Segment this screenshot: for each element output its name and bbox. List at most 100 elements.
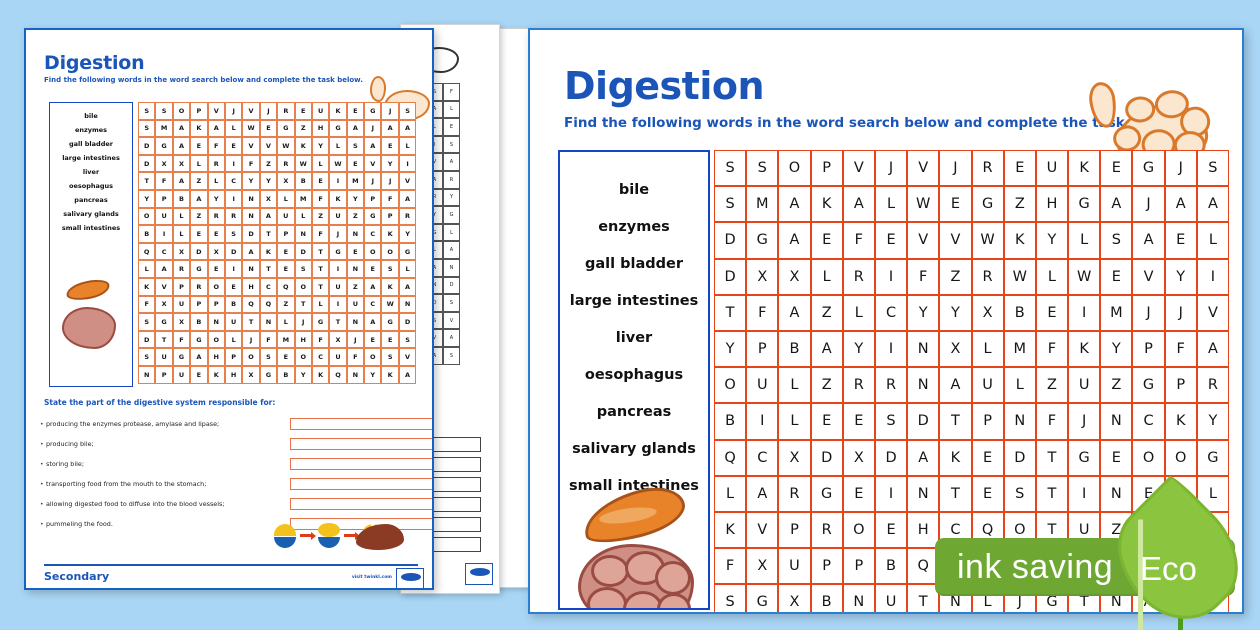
word-search-cell[interactable]: D <box>714 258 747 295</box>
word-search-cell[interactable]: T <box>311 260 330 278</box>
word-search-cell[interactable]: A <box>155 260 173 278</box>
word-search-cell[interactable]: E <box>1100 439 1133 476</box>
word-search-cell[interactable]: H <box>242 277 260 296</box>
word-search-cell[interactable]: Z <box>190 172 208 190</box>
word-search-cell[interactable]: M <box>294 189 312 208</box>
word-search-cell[interactable]: Y <box>842 330 875 368</box>
word-search-cell[interactable]: B <box>224 295 243 314</box>
word-search-cell[interactable]: X <box>172 313 191 331</box>
word-search-cell[interactable]: A <box>1132 222 1165 259</box>
word-search-cell[interactable]: G <box>190 260 208 278</box>
word-search-cell[interactable]: N <box>242 260 260 278</box>
word-search-cell[interactable]: D <box>1003 439 1036 476</box>
word-search-cell[interactable]: F <box>907 258 940 295</box>
word-search-cell[interactable]: G <box>398 242 417 261</box>
word-search-cell[interactable]: R <box>398 207 417 226</box>
word-search-cell[interactable]: Y <box>1196 403 1229 440</box>
answer-box[interactable] <box>290 478 432 490</box>
word-search-cell[interactable]: K <box>311 365 330 384</box>
word-search-cell[interactable]: P <box>810 548 843 585</box>
word-search-cell[interactable]: H <box>907 511 940 549</box>
word-search-cell[interactable]: L <box>172 225 191 243</box>
word-search-cell[interactable]: U <box>155 348 173 366</box>
word-search-cell[interactable]: D <box>242 225 260 243</box>
word-search-cell[interactable]: X <box>172 154 191 173</box>
word-search-cell[interactable]: P <box>810 150 843 187</box>
word-search-cell[interactable]: G <box>329 119 347 138</box>
word-search-cell[interactable]: B <box>190 313 208 331</box>
word-search-cell[interactable]: V <box>842 150 875 187</box>
word-search-cell[interactable]: F <box>207 137 225 155</box>
word-search-cell[interactable]: T <box>329 313 347 331</box>
word-search-cell[interactable]: E <box>190 365 208 384</box>
word-search-cell[interactable]: Y <box>138 189 156 208</box>
word-search-cell[interactable]: A <box>1164 186 1197 223</box>
word-search-cell[interactable]: P <box>778 511 811 549</box>
word-search-cell[interactable]: L <box>311 154 330 173</box>
word-search-cell[interactable]: F <box>311 225 330 243</box>
word-search-cell[interactable]: U <box>155 207 173 226</box>
word-search-cell[interactable]: E <box>364 330 382 349</box>
word-search-cell[interactable]: D <box>907 403 940 440</box>
word-search-cell[interactable]: J <box>364 172 382 190</box>
word-search-cell[interactable]: G <box>311 313 330 331</box>
word-search-cell[interactable]: V <box>207 102 225 120</box>
word-search-cell[interactable]: Q <box>259 295 278 314</box>
word-search-cell[interactable]: V <box>155 277 173 296</box>
word-search-cell[interactable]: H <box>1035 186 1069 223</box>
word-search-cell[interactable]: I <box>329 295 347 314</box>
word-search-cell[interactable]: I <box>155 225 173 243</box>
word-search-cell[interactable]: L <box>778 367 811 404</box>
word-search-cell[interactable]: P <box>190 102 208 120</box>
word-search-cell[interactable]: S <box>138 102 156 120</box>
word-search-cell[interactable]: Q <box>714 439 747 476</box>
word-search-cell[interactable]: T <box>138 172 156 190</box>
word-search-cell[interactable]: X <box>939 330 972 368</box>
word-search-cell[interactable]: R <box>810 511 843 549</box>
word-search-cell[interactable]: S <box>1196 150 1229 187</box>
word-search-cell[interactable]: S <box>155 102 173 120</box>
word-search-cell[interactable]: Y <box>346 189 365 208</box>
word-search-cell[interactable]: W <box>277 137 295 155</box>
word-search-cell[interactable]: Y <box>381 154 399 173</box>
word-search-cell[interactable]: Z <box>939 258 972 295</box>
word-search-cell[interactable]: C <box>155 242 173 261</box>
word-search-cell[interactable]: J <box>224 102 243 120</box>
word-search-cell[interactable]: F <box>714 548 747 585</box>
word-search-cell[interactable]: U <box>778 548 811 585</box>
word-search-cell[interactable]: V <box>746 511 779 549</box>
word-search-cell[interactable]: I <box>329 260 347 278</box>
answer-box[interactable] <box>290 458 432 470</box>
word-search-cell[interactable]: E <box>1100 150 1133 187</box>
word-search-cell[interactable]: N <box>294 225 312 243</box>
word-search-cell[interactable]: I <box>1068 294 1101 331</box>
word-search-cell[interactable]: T <box>242 313 260 331</box>
word-search-cell[interactable]: H <box>207 348 225 366</box>
word-search-cell[interactable]: S <box>714 150 747 187</box>
word-search-cell[interactable]: E <box>810 222 843 259</box>
word-search-cell[interactable]: E <box>207 225 225 243</box>
word-search-cell[interactable]: E <box>346 242 365 261</box>
word-search-cell[interactable]: F <box>242 154 260 173</box>
word-search-cell[interactable]: Z <box>1035 367 1069 404</box>
word-search-cell[interactable]: T <box>294 295 312 314</box>
word-search-cell[interactable]: F <box>842 222 875 259</box>
word-search-cell[interactable]: Y <box>207 189 225 208</box>
word-search-cell[interactable]: L <box>971 330 1004 368</box>
word-search-cell[interactable]: R <box>778 475 811 512</box>
word-search-cell[interactable]: F <box>311 330 330 349</box>
word-search-cell[interactable]: P <box>277 225 295 243</box>
word-search-cell[interactable]: B <box>810 584 843 612</box>
word-search-cell[interactable]: Z <box>346 277 365 296</box>
word-search-cell[interactable]: K <box>190 119 208 138</box>
word-search-cell[interactable]: L <box>1196 222 1229 259</box>
word-search-cell[interactable]: E <box>190 137 208 155</box>
word-search-cell[interactable]: G <box>329 242 347 261</box>
word-search-cell[interactable]: X <box>155 295 173 314</box>
word-search-cell[interactable]: P <box>1132 330 1165 368</box>
word-search-cell[interactable]: I <box>874 330 908 368</box>
word-search-cell[interactable]: A <box>778 186 811 223</box>
word-search-cell[interactable]: Y <box>259 172 278 190</box>
word-search-cell[interactable]: Y <box>1035 222 1069 259</box>
word-search-cell[interactable]: S <box>1100 222 1133 259</box>
